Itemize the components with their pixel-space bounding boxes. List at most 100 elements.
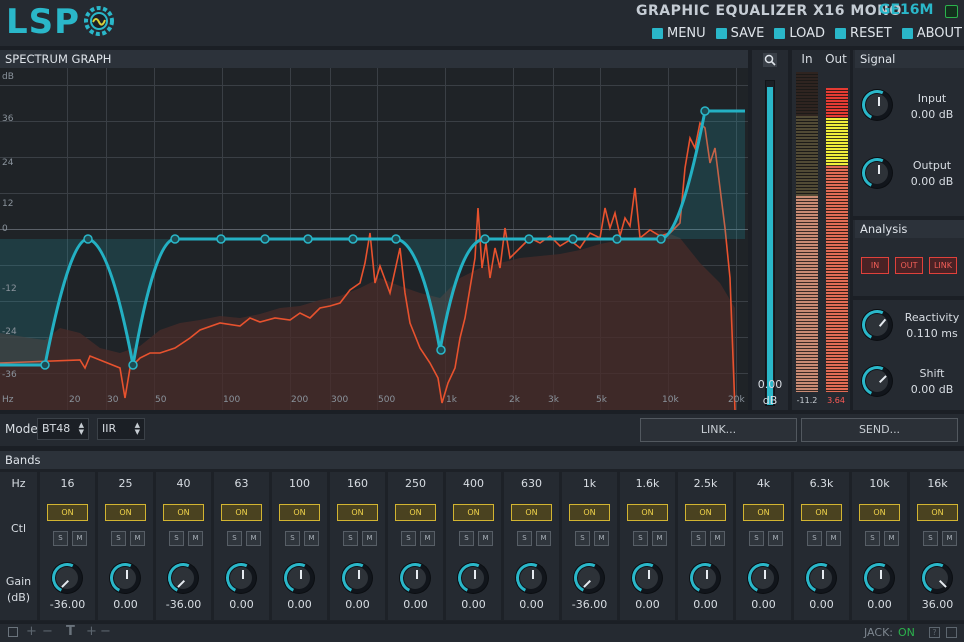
band-point-40[interactable] — [128, 360, 138, 370]
band-point-100[interactable] — [216, 234, 226, 244]
filter-type-select[interactable]: IIR ▲ ▼ — [97, 418, 145, 440]
band-point-400[interactable] — [348, 234, 358, 244]
about-button[interactable]: ABOUT — [901, 24, 962, 42]
analysis-out-button[interactable]: OUT — [895, 257, 923, 274]
zoom-fader[interactable] — [765, 80, 775, 406]
band-on-button[interactable]: ON — [337, 504, 378, 521]
zoom-out-icon[interactable]: − — [42, 624, 53, 639]
band-solo-button[interactable]: S — [343, 531, 358, 546]
window-icon[interactable] — [8, 627, 18, 637]
band-mute-button[interactable]: M — [594, 531, 609, 546]
menu-button[interactable]: MENU — [652, 24, 706, 42]
output-gain-knob[interactable] — [862, 158, 892, 188]
resize-icon[interactable] — [946, 627, 957, 638]
band-gain-knob[interactable] — [52, 563, 82, 593]
band-gain-knob[interactable] — [632, 563, 662, 593]
send-button[interactable]: SEND... — [801, 418, 958, 442]
band-point-63[interactable] — [170, 234, 180, 244]
band-solo-button[interactable]: S — [111, 531, 126, 546]
band-solo-button[interactable]: S — [633, 531, 648, 546]
shift-knob[interactable] — [862, 366, 892, 396]
band-point-10k[interactable] — [656, 234, 666, 244]
band-on-button[interactable]: ON — [453, 504, 494, 521]
band-point-25[interactable] — [83, 234, 93, 244]
band-gain-knob[interactable] — [400, 563, 430, 593]
band-mute-button[interactable]: M — [304, 531, 319, 546]
band-mute-button[interactable]: M — [188, 531, 203, 546]
band-point-630[interactable] — [391, 234, 401, 244]
slope-select[interactable]: BT48 ▲ ▼ — [37, 418, 89, 440]
band-on-button[interactable]: ON — [743, 504, 784, 521]
band-point-16[interactable] — [40, 360, 50, 370]
band-mute-button[interactable]: M — [246, 531, 261, 546]
band-mute-button[interactable]: M — [130, 531, 145, 546]
band-point-1k[interactable] — [436, 345, 446, 355]
band-gain-knob[interactable] — [516, 563, 546, 593]
band-on-button[interactable]: ON — [163, 504, 204, 521]
save-button[interactable]: SAVE — [715, 24, 764, 42]
band-gain-knob[interactable] — [226, 563, 256, 593]
band-point-4k[interactable] — [568, 234, 578, 244]
band-point-6-3k[interactable] — [612, 234, 622, 244]
band-on-button[interactable]: ON — [47, 504, 88, 521]
band-gain-knob[interactable] — [864, 563, 894, 593]
reset-button[interactable]: RESET — [835, 24, 892, 42]
font-size-icon[interactable]: T — [66, 624, 75, 639]
band-solo-button[interactable]: S — [169, 531, 184, 546]
band-gain-knob[interactable] — [806, 563, 836, 593]
font-plus-icon[interactable]: + — [86, 624, 97, 639]
band-solo-button[interactable]: S — [227, 531, 242, 546]
band-solo-button[interactable]: S — [749, 531, 764, 546]
band-gain-knob[interactable] — [284, 563, 314, 593]
band-solo-button[interactable]: S — [517, 531, 532, 546]
band-on-button[interactable]: ON — [511, 504, 552, 521]
font-minus-icon[interactable]: − — [100, 624, 111, 639]
load-button[interactable]: LOAD — [774, 24, 825, 42]
band-mute-button[interactable]: M — [652, 531, 667, 546]
band-mute-button[interactable]: M — [768, 531, 783, 546]
band-point-1-6k[interactable] — [480, 234, 490, 244]
band-on-button[interactable]: ON — [569, 504, 610, 521]
band-mute-button[interactable]: M — [362, 531, 377, 546]
band-solo-button[interactable]: S — [401, 531, 416, 546]
band-gain-knob[interactable] — [690, 563, 720, 593]
band-on-button[interactable]: ON — [221, 504, 262, 521]
band-on-button[interactable]: ON — [395, 504, 436, 521]
band-point-2-5k[interactable] — [524, 234, 534, 244]
band-gain-knob[interactable] — [110, 563, 140, 593]
band-solo-button[interactable]: S — [53, 531, 68, 546]
band-mute-button[interactable]: M — [884, 531, 899, 546]
band-solo-button[interactable]: S — [865, 531, 880, 546]
help-icon[interactable]: ? — [929, 627, 940, 638]
band-solo-button[interactable]: S — [807, 531, 822, 546]
band-on-button[interactable]: ON — [105, 504, 146, 521]
band-on-button[interactable]: ON — [917, 504, 958, 521]
band-gain-knob[interactable] — [748, 563, 778, 593]
zoom-in-icon[interactable]: + — [26, 624, 37, 639]
band-gain-knob[interactable] — [574, 563, 604, 593]
reactivity-knob[interactable] — [862, 310, 892, 340]
power-icon[interactable] — [945, 5, 958, 18]
band-mute-button[interactable]: M — [536, 531, 551, 546]
band-solo-button[interactable]: S — [459, 531, 474, 546]
band-solo-button[interactable]: S — [691, 531, 706, 546]
band-on-button[interactable]: ON — [685, 504, 726, 521]
band-point-16k[interactable] — [700, 106, 710, 116]
band-on-button[interactable]: ON — [859, 504, 900, 521]
band-gain-knob[interactable] — [342, 563, 372, 593]
band-mute-button[interactable]: M — [942, 531, 957, 546]
spectrum-graph[interactable]: dB 36 24 12 0 -12 -24 -36 Hz 20 30 50 10… — [0, 68, 748, 410]
analysis-in-button[interactable]: IN — [861, 257, 889, 274]
band-solo-button[interactable]: S — [575, 531, 590, 546]
band-gain-knob[interactable] — [458, 563, 488, 593]
band-mute-button[interactable]: M — [72, 531, 87, 546]
band-gain-knob[interactable] — [922, 563, 952, 593]
band-point-250[interactable] — [303, 234, 313, 244]
band-on-button[interactable]: ON — [627, 504, 668, 521]
band-mute-button[interactable]: M — [420, 531, 435, 546]
band-gain-knob[interactable] — [168, 563, 198, 593]
band-point-160[interactable] — [260, 234, 270, 244]
input-gain-knob[interactable] — [862, 90, 892, 120]
band-solo-button[interactable]: S — [923, 531, 938, 546]
band-solo-button[interactable]: S — [285, 531, 300, 546]
